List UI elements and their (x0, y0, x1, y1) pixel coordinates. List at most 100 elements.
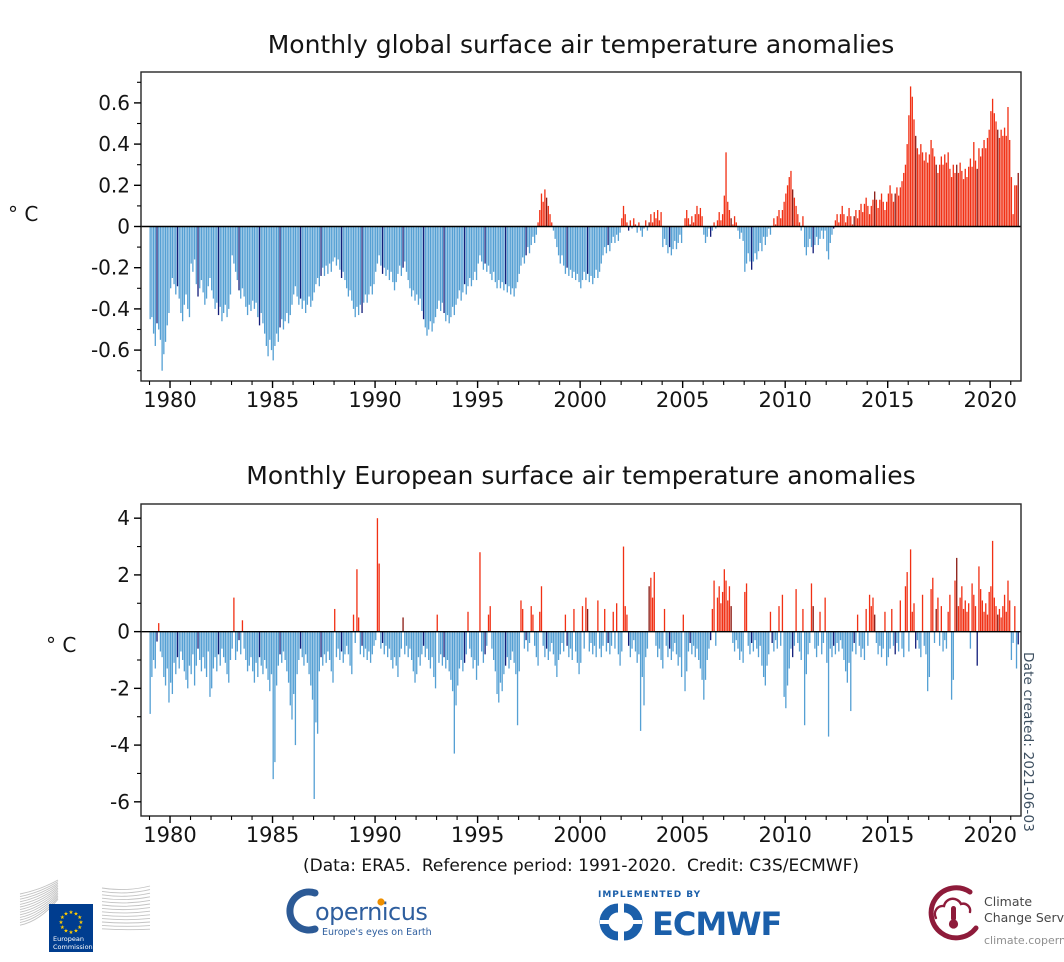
bar (311, 631, 314, 700)
bar (938, 164, 941, 227)
bar (1002, 606, 1004, 632)
bar (829, 631, 831, 649)
bar (699, 631, 702, 669)
bar (809, 631, 811, 643)
bar (183, 631, 185, 672)
bar (402, 617, 404, 632)
bar (607, 631, 609, 643)
bar (299, 631, 302, 649)
bar (544, 631, 546, 658)
y-tick-label: -0.6 (91, 338, 130, 362)
bar (800, 226, 802, 231)
bar (809, 226, 811, 239)
bar (850, 631, 852, 712)
bar (294, 226, 297, 287)
bar (366, 631, 368, 660)
bar (662, 631, 664, 669)
bar (759, 631, 761, 646)
bar (250, 631, 252, 658)
bar (597, 226, 599, 278)
bar (773, 218, 775, 227)
bar (383, 631, 385, 655)
bar (961, 170, 963, 227)
bar (841, 205, 843, 227)
bar (436, 614, 438, 632)
bar (872, 199, 874, 227)
bar (769, 226, 772, 235)
bar (443, 226, 445, 314)
bar (923, 631, 925, 646)
bar (915, 135, 917, 227)
bar (827, 631, 830, 737)
bar (853, 216, 855, 227)
bar (756, 631, 758, 649)
bar (954, 580, 956, 632)
bar (207, 631, 209, 652)
bar (824, 226, 826, 231)
bar (710, 631, 712, 641)
bar (344, 226, 346, 281)
bar (868, 214, 871, 227)
bar (532, 226, 534, 237)
bar (812, 606, 814, 632)
bar (833, 631, 835, 646)
bar (233, 226, 235, 264)
bar (715, 631, 717, 646)
bar (903, 631, 905, 658)
bar (757, 226, 760, 252)
bar (451, 226, 454, 307)
bar (920, 631, 922, 658)
bar (604, 226, 606, 248)
bar (566, 226, 568, 268)
bar (730, 218, 732, 227)
bar (354, 226, 356, 318)
bar (650, 577, 652, 632)
bar (258, 226, 261, 326)
bar (831, 226, 833, 235)
bar (665, 631, 667, 646)
bar (293, 226, 295, 295)
bar (426, 226, 428, 336)
bar (633, 631, 635, 641)
bar (732, 224, 734, 227)
bar (356, 226, 358, 307)
x-tick-label: 1980 (143, 388, 196, 412)
x-tick-label: 2000 (553, 388, 606, 412)
bar (598, 631, 601, 649)
bar (231, 226, 233, 256)
bar (262, 631, 264, 675)
bar (205, 631, 208, 678)
bar (686, 631, 688, 672)
bar (255, 631, 257, 663)
bar (916, 631, 919, 641)
bar (964, 168, 966, 227)
bar (670, 631, 673, 660)
bar (783, 631, 785, 697)
ec-logo-line2: Commission (53, 943, 93, 951)
ec-swoosh-line (101, 917, 151, 921)
bar (458, 631, 461, 669)
bar (494, 226, 496, 283)
bar (807, 631, 809, 655)
bar (460, 226, 462, 301)
bar (224, 631, 227, 663)
bar (305, 226, 307, 314)
bar (968, 603, 970, 632)
bar (886, 631, 888, 666)
bar (675, 631, 678, 655)
bar (727, 201, 729, 227)
bar (152, 631, 155, 660)
bar (195, 631, 197, 666)
bar (489, 226, 491, 274)
bar (701, 631, 703, 680)
bar (159, 226, 162, 340)
bar (388, 631, 391, 649)
bar (209, 226, 211, 278)
european-anomalies-chart: 4 2 0 -2 -4 -6 1980 1985 1990 1995 2000 2005 2010 201… (110, 503, 1022, 847)
y-tick-label: 0.6 (98, 91, 130, 115)
bar (822, 631, 825, 643)
bar (988, 129, 990, 227)
bar (619, 631, 621, 666)
bar (216, 226, 218, 303)
